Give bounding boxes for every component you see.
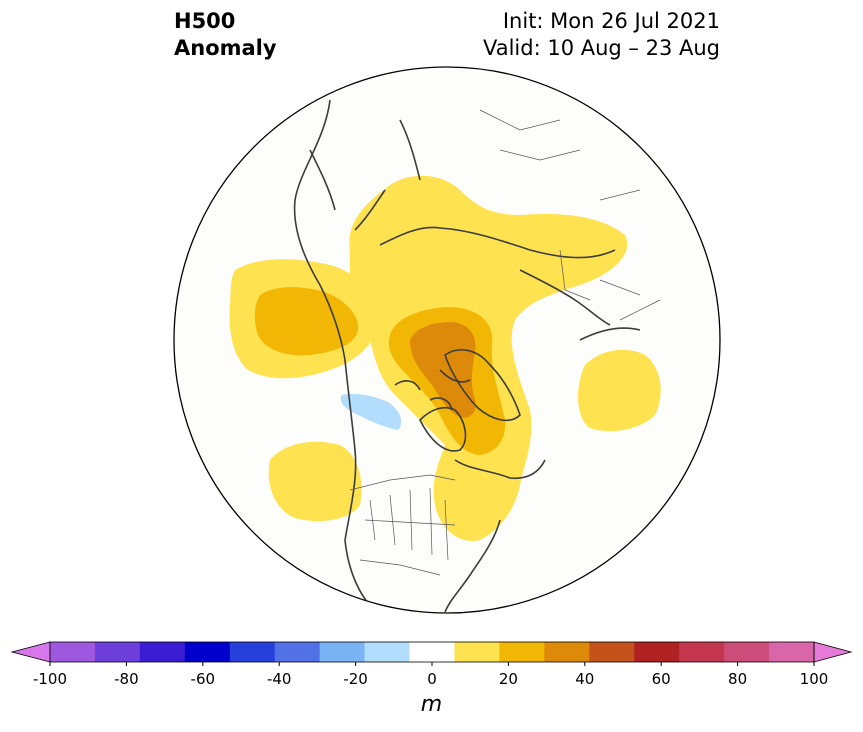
- colorbar-segments: [10, 641, 853, 663]
- colorbar-segment: [409, 642, 455, 662]
- coast-eurasia-north: [379, 226, 616, 259]
- anomaly-core-pacific: [254, 287, 359, 356]
- colorbar-segment: [229, 642, 276, 662]
- colorbar-segment: [589, 642, 635, 662]
- colorbar-tick-label: -60: [191, 670, 216, 688]
- coast-greenland: [444, 349, 521, 422]
- coast-europe: [519, 269, 641, 341]
- coast-hudson-bay: [419, 406, 467, 452]
- colorbar-segment: [274, 642, 321, 662]
- valid-range: Valid: 10 Aug – 23 Aug: [482, 36, 720, 60]
- polar-map: [173, 66, 721, 614]
- coast-arctic-islands: [394, 369, 471, 411]
- country-borders: [349, 109, 661, 576]
- anomaly-max-greenland: [410, 322, 476, 418]
- init-date: Init: Mon 26 Jul 2021: [502, 9, 720, 33]
- colorbar-segment: [94, 642, 141, 662]
- anomaly-30-40: [410, 322, 476, 418]
- colorbar-segment: [454, 642, 500, 662]
- title-line-1: H500: [174, 9, 236, 33]
- colorbar-segment: [184, 642, 231, 662]
- colorbar-unit: m: [420, 692, 443, 717]
- colorbar-ticks: -100 -80 -60 -40 -20 0 20 40 60 80 100: [33, 662, 828, 688]
- border-russia-europe: [559, 249, 661, 321]
- colorbar-tick-label: 80: [728, 670, 747, 688]
- title-line-2: Anomaly: [174, 36, 277, 60]
- colorbar-segment: [499, 642, 545, 662]
- colorbar-extend-low: [10, 641, 51, 663]
- colorbar-tick-label: 40: [575, 670, 594, 688]
- colorbar-tick-label: 0: [427, 670, 437, 688]
- colorbar-segment: [139, 642, 186, 662]
- colorbar-segment: [50, 642, 96, 662]
- coast-asia-east: [309, 119, 421, 231]
- anomaly-region-atlantic: [578, 349, 661, 432]
- colorbar-tick-label: 20: [499, 670, 518, 688]
- colorbar-segment: [634, 642, 680, 662]
- border-usa-canada: [349, 474, 456, 491]
- colorbar-tick-label: 60: [652, 670, 671, 688]
- border-asia: [479, 109, 641, 201]
- colorbar-segment: [769, 642, 815, 662]
- map-title: H500 Anomaly: [174, 8, 277, 62]
- anomaly-negative-canada: [340, 393, 402, 430]
- colorbar-tick-label: -40: [267, 670, 292, 688]
- border-mexico: [359, 559, 441, 576]
- colorbar-segment: [319, 642, 366, 662]
- colorbar-tick-label: -80: [114, 670, 139, 688]
- coast-north-america-east: [444, 459, 546, 613]
- coastlines: [293, 99, 641, 613]
- border-us-states: [364, 487, 456, 561]
- colorbar-segment: [544, 642, 590, 662]
- colorbar-segment: [679, 642, 725, 662]
- colorbar-tick-label: -20: [343, 670, 368, 688]
- forecast-info: Init: Mon 26 Jul 2021 Valid: 10 Aug – 23…: [483, 8, 720, 62]
- colorbar-tick-label: 100: [800, 670, 829, 688]
- coast-north-america-west: [293, 99, 381, 613]
- colorbar-segment: [364, 642, 411, 662]
- map-boundary: [173, 66, 721, 614]
- colorbar-extend-high: [813, 641, 853, 663]
- colorbar-tick-label: -100: [33, 670, 67, 688]
- colorbar-segment: [724, 642, 770, 662]
- anomaly-region-east-pacific: [268, 441, 362, 522]
- colorbar: -100 -80 -60 -40 -20 0 20 40 60 80 100: [10, 641, 853, 688]
